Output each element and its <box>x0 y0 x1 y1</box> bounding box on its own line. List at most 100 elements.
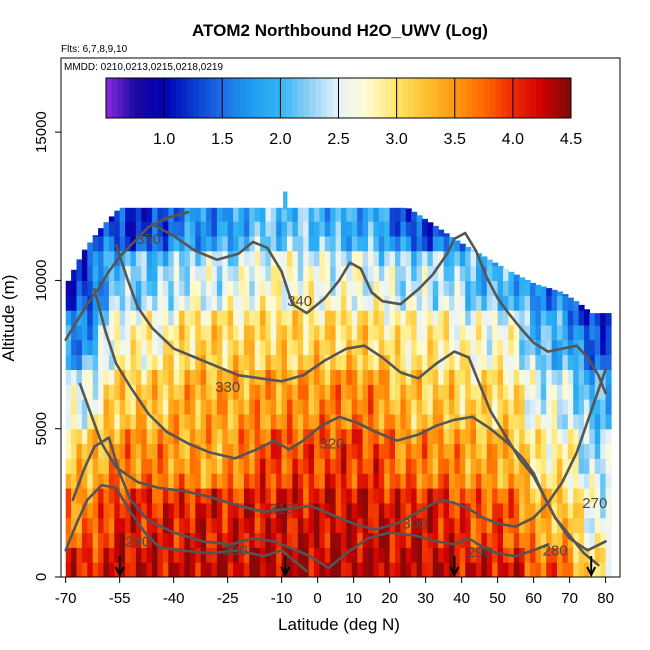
heatmap-cell <box>405 369 412 385</box>
heatmap-cell <box>524 428 531 445</box>
heatmap-cell <box>130 547 137 563</box>
heatmap-cell <box>578 399 585 415</box>
heatmap-cell <box>179 295 186 311</box>
heatmap-cell <box>125 517 132 534</box>
heatmap-cell <box>276 207 283 222</box>
heatmap-cell <box>438 235 445 252</box>
heatmap-cell <box>195 562 202 577</box>
heatmap-cell <box>600 399 607 415</box>
heatmap-cell <box>146 443 153 459</box>
heatmap-cell <box>168 547 175 563</box>
heatmap-cell <box>189 413 196 430</box>
heatmap-cell <box>81 443 88 459</box>
heatmap-cell <box>243 339 250 356</box>
heatmap-cell <box>173 295 180 311</box>
heatmap-cell <box>81 488 88 504</box>
heatmap-cell <box>497 384 504 400</box>
heatmap-cell <box>254 295 261 311</box>
heatmap-cell <box>184 413 191 430</box>
heatmap-cell <box>227 235 234 252</box>
heatmap-cell <box>270 458 277 474</box>
heatmap-cell <box>287 369 293 385</box>
heatmap-cell <box>432 354 439 370</box>
heatmap-cell <box>330 235 337 252</box>
heatmap-cell <box>195 339 202 356</box>
heatmap-cell <box>308 310 315 326</box>
colorbar-swatch <box>408 78 415 118</box>
y-axis-label: Altitude (m) <box>0 275 18 362</box>
heatmap-cell <box>535 458 542 474</box>
heatmap-cell <box>384 207 391 222</box>
heatmap-cell <box>341 532 347 548</box>
heatmap-cell <box>227 354 234 370</box>
heatmap-cell <box>432 384 439 400</box>
heatmap-cell <box>135 384 142 400</box>
heatmap-cell <box>168 207 175 222</box>
heatmap-cell <box>443 310 450 326</box>
heatmap-cell <box>524 354 531 370</box>
heatmap-cell <box>292 532 299 548</box>
heatmap-cell <box>351 428 358 445</box>
heatmap-cell <box>130 207 137 222</box>
heatmap-cell <box>114 295 121 311</box>
heatmap-cell <box>335 458 342 474</box>
heatmap-cell <box>81 280 88 296</box>
heatmap-cell <box>405 310 412 326</box>
heatmap-cell <box>454 280 461 296</box>
heatmap-cell <box>330 221 337 237</box>
heatmap-cell <box>508 473 515 489</box>
heatmap-cell <box>476 280 482 296</box>
heatmap-cell <box>125 399 132 415</box>
heatmap-cell <box>508 562 515 577</box>
heatmap-cell <box>319 280 326 296</box>
heatmap-cell <box>249 488 256 504</box>
heatmap-cell <box>551 384 558 400</box>
heatmap-cell <box>81 324 88 341</box>
heatmap-cell <box>508 271 515 281</box>
heatmap-cell <box>135 235 142 252</box>
heatmap-cell <box>562 443 569 459</box>
heatmap-cell <box>600 547 607 563</box>
heatmap-cell <box>573 310 580 326</box>
colorbar-swatch <box>489 78 496 118</box>
heatmap-cell <box>497 369 504 385</box>
heatmap-cell <box>454 413 461 430</box>
heatmap-cell <box>233 502 240 519</box>
heatmap-cell <box>546 562 553 577</box>
heatmap-cell <box>227 502 234 519</box>
heatmap-cell <box>405 413 412 430</box>
heatmap-cell <box>222 265 229 281</box>
heatmap-cell <box>287 517 293 534</box>
heatmap-cell <box>108 265 115 281</box>
heatmap-cell <box>119 369 126 385</box>
heatmap-cell <box>476 384 482 400</box>
heatmap-cell <box>578 532 585 548</box>
heatmap-cell <box>443 488 450 504</box>
heatmap-cell <box>200 280 207 296</box>
heatmap-cell <box>308 354 315 370</box>
heatmap-cell <box>605 354 612 370</box>
heatmap-cell <box>470 354 477 370</box>
heatmap-cell <box>600 443 607 459</box>
heatmap-cell <box>497 532 504 548</box>
heatmap-cell <box>476 517 482 534</box>
heatmap-cell <box>411 339 418 356</box>
heatmap-cell <box>173 354 180 370</box>
heatmap-cell <box>76 502 83 519</box>
heatmap-cell <box>265 473 272 489</box>
heatmap-cell <box>373 310 380 326</box>
heatmap-cell <box>314 443 320 459</box>
heatmap-cell <box>465 384 472 400</box>
heatmap-cell <box>476 310 482 326</box>
heatmap-cell <box>227 369 234 385</box>
heatmap-cell <box>411 517 418 534</box>
heatmap-cell <box>314 413 320 430</box>
heatmap-cell <box>530 354 536 370</box>
heatmap-cell <box>416 215 423 222</box>
heatmap-cell <box>373 502 380 519</box>
heatmap-cell <box>449 488 455 504</box>
heatmap-cell <box>449 280 455 296</box>
heatmap-cell <box>141 517 148 534</box>
heatmap-cell <box>362 399 369 415</box>
heatmap-cell <box>200 532 207 548</box>
